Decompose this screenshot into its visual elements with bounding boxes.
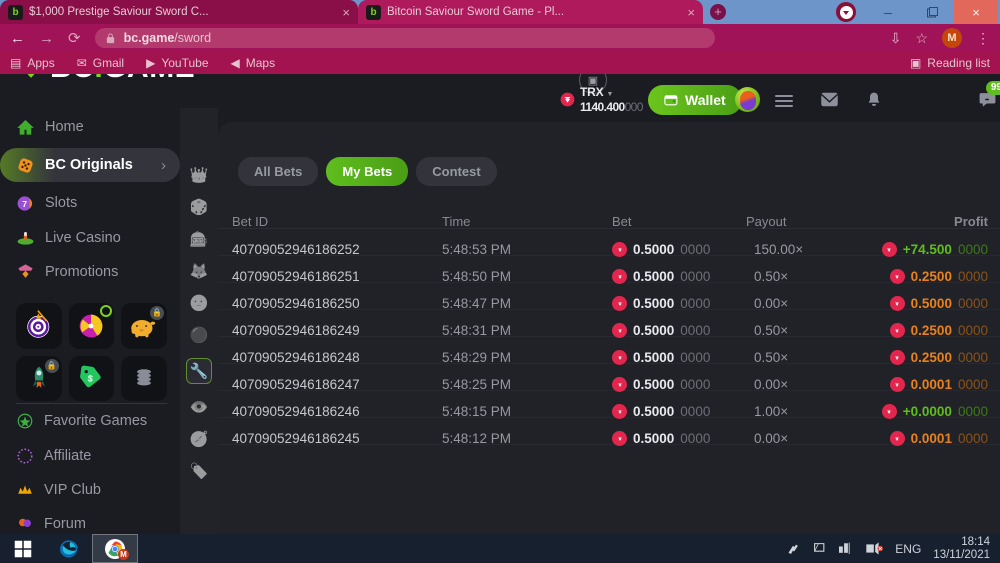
svg-text:7: 7 xyxy=(22,199,27,209)
